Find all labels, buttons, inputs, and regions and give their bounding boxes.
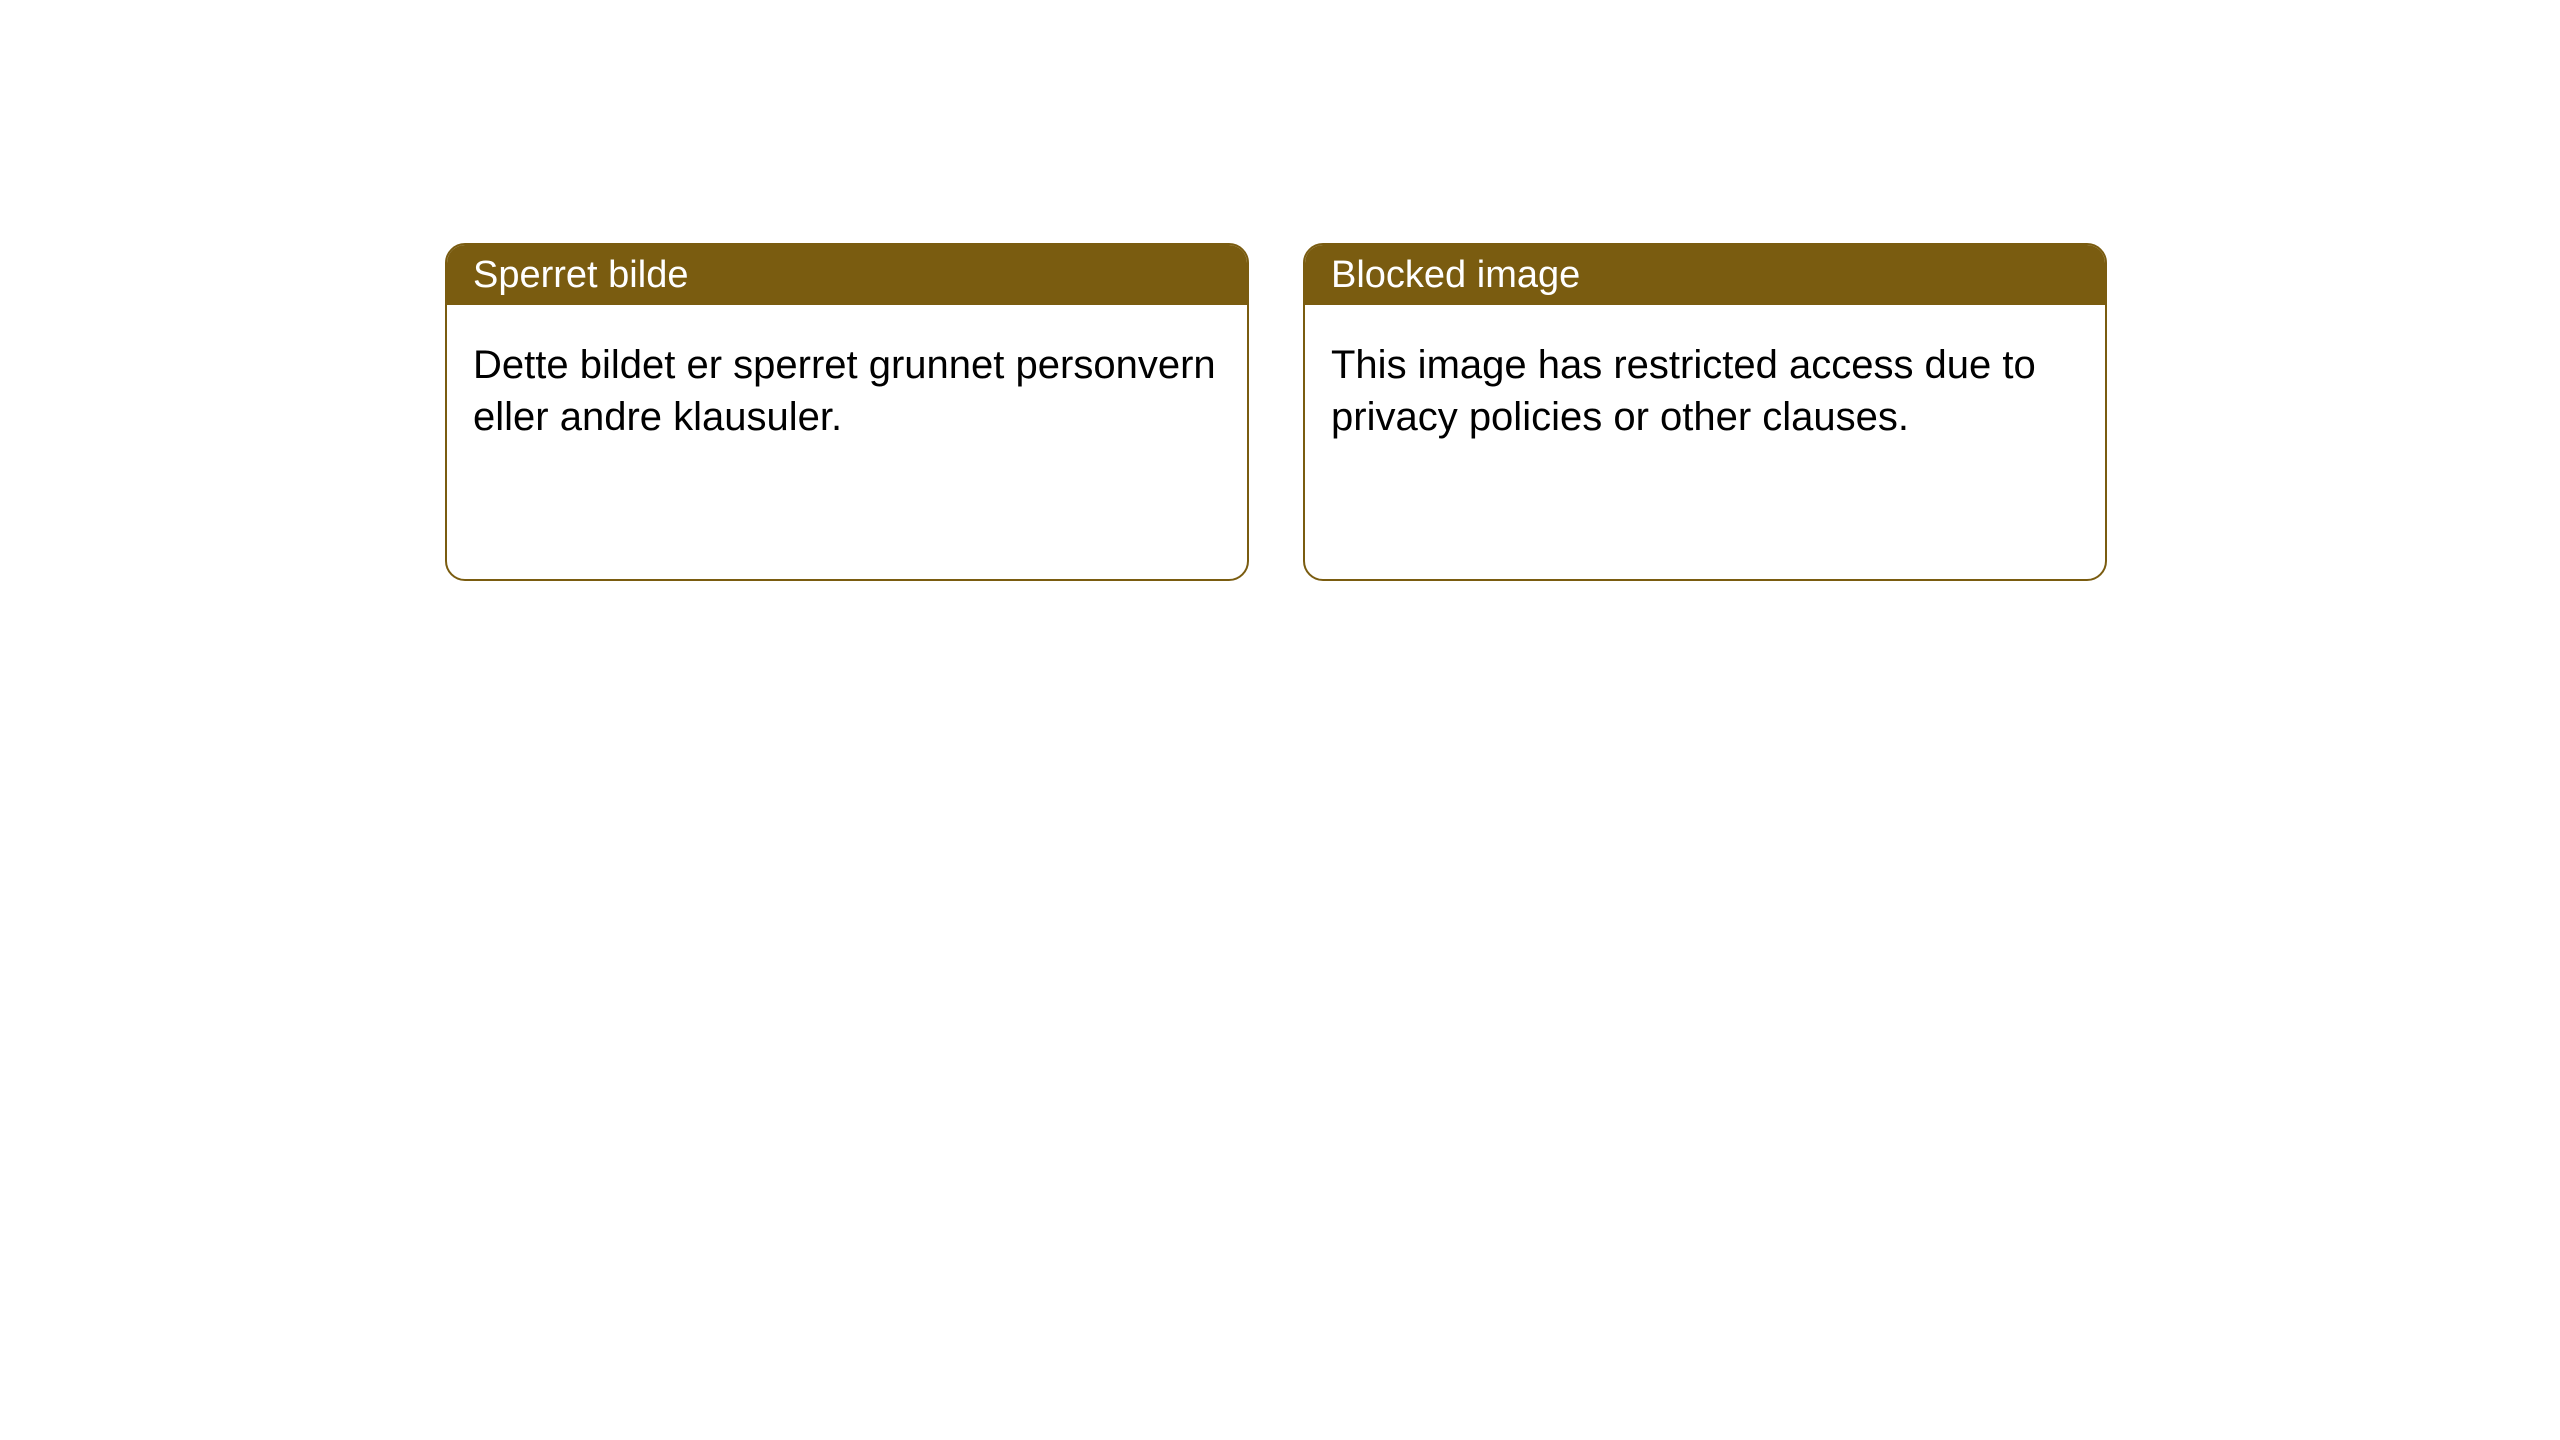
card-body: Dette bildet er sperret grunnet personve…: [447, 305, 1247, 477]
card-title: Blocked image: [1331, 254, 1580, 297]
card-title: Sperret bilde: [473, 254, 688, 297]
card-header: Sperret bilde: [447, 245, 1247, 305]
card-body-text: Dette bildet er sperret grunnet personve…: [473, 343, 1216, 439]
info-card-norwegian: Sperret bilde Dette bildet er sperret gr…: [445, 243, 1249, 581]
card-body: This image has restricted access due to …: [1305, 305, 2105, 477]
card-header: Blocked image: [1305, 245, 2105, 305]
card-body-text: This image has restricted access due to …: [1331, 343, 2036, 439]
info-cards-container: Sperret bilde Dette bildet er sperret gr…: [0, 0, 2560, 581]
info-card-english: Blocked image This image has restricted …: [1303, 243, 2107, 581]
